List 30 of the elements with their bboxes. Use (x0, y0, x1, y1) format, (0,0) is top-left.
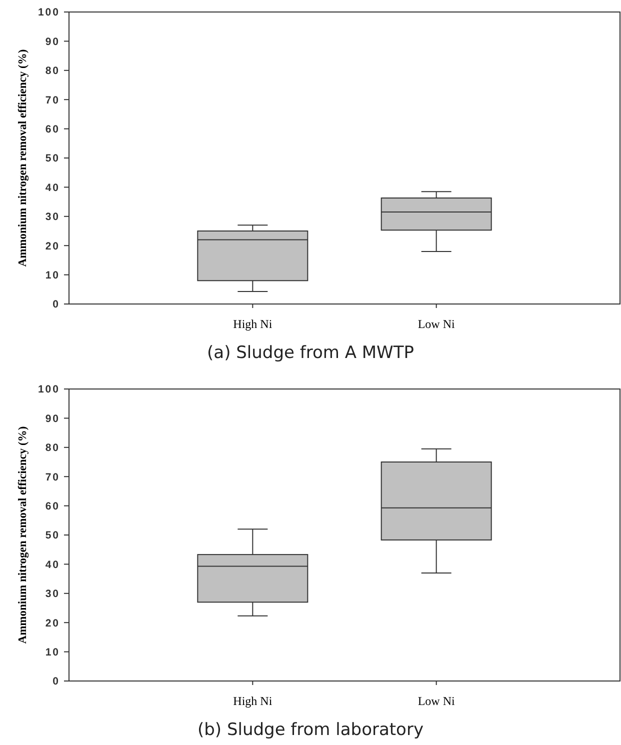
y-tick-label: 60 (45, 123, 60, 136)
y-tick-label: 100 (38, 384, 60, 396)
y-tick-label: 80 (45, 65, 60, 78)
x-tick-label: Low Ni (418, 694, 456, 708)
y-tick-label: 80 (45, 442, 60, 454)
y-axis-title: Ammonium nitrogen removal efficiency (%) (17, 49, 29, 267)
text: (b) Sludge from laboratory (197, 720, 424, 740)
y-tick-label: 30 (45, 211, 60, 224)
y-tick-label: 60 (45, 500, 60, 512)
x-tick-label: High Ni (233, 694, 273, 708)
y-tick-label: 70 (45, 471, 60, 484)
y-tick-label: 50 (45, 530, 60, 542)
y-tick-label: 20 (45, 240, 60, 252)
y-tick-label: 90 (45, 36, 60, 48)
y-tick-label: 40 (45, 558, 60, 571)
y-tick-label: 0 (52, 676, 60, 688)
y-tick-label: 50 (45, 152, 60, 165)
y-tick-label: 90 (45, 412, 60, 425)
y-tick-label: 10 (45, 646, 60, 658)
x-tick-label: High Ni (233, 317, 273, 331)
y-tick-label: 40 (45, 182, 60, 194)
x-tick-label: Low Ni (418, 317, 456, 331)
y-tick-label: 100 (38, 6, 60, 19)
y-tick-label: 20 (45, 617, 60, 630)
y-axis-title: Ammonium nitrogen removal efficiency (%) (17, 426, 29, 644)
y-tick-label: 10 (45, 269, 60, 282)
text: (a) Sludge from A MWTP (207, 343, 414, 363)
y-tick-label: 0 (52, 298, 60, 311)
y-tick-label: 70 (45, 94, 60, 106)
y-tick-label: 30 (45, 588, 60, 600)
